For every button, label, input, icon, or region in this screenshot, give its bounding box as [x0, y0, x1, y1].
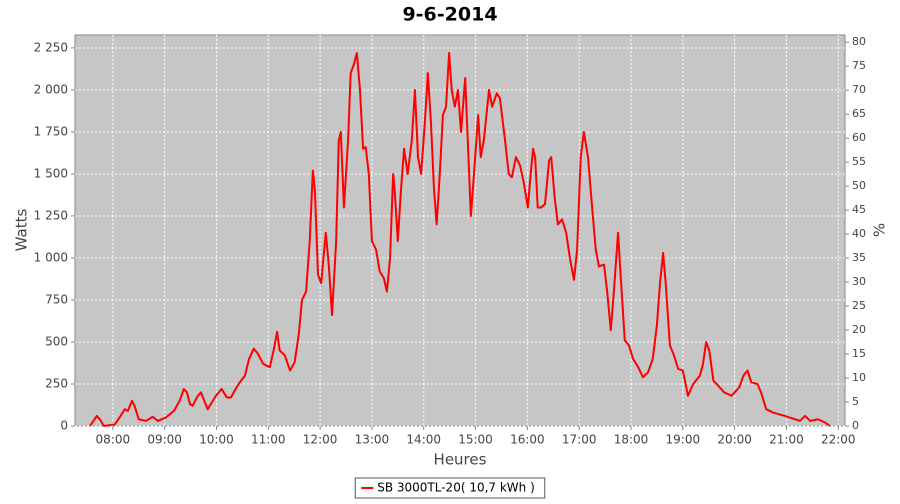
- plot-area: [74, 34, 846, 427]
- y-tick-label: 750: [45, 292, 68, 306]
- x-tick-label: 15:00: [458, 433, 493, 447]
- x-tick-label: 19:00: [666, 433, 701, 447]
- x-tick-label: 08:00: [96, 433, 131, 447]
- line-series: [89, 51, 831, 427]
- x-axis-label: Heures: [434, 451, 487, 469]
- y2-tick-label: 10: [852, 371, 866, 384]
- legend-box: [354, 477, 546, 499]
- legend-label: SB 3000TL-20( 10,7 kWh ): [377, 481, 535, 495]
- x-tick-label: 16:00: [510, 433, 545, 447]
- x-tick-label: 22:00: [821, 433, 856, 447]
- y2-tick-label: 60: [852, 131, 866, 144]
- chart-title: 9-6-2014: [402, 4, 497, 26]
- x-tick-label: 09:00: [147, 433, 182, 447]
- y2-tick-label: 70: [852, 83, 866, 96]
- y-tick-label: 0: [60, 419, 68, 433]
- y-axis-label: Watts: [13, 209, 31, 252]
- x-tick-label: 20:00: [717, 433, 752, 447]
- x-tick-label: 18:00: [614, 433, 649, 447]
- y2-tick-label: 75: [852, 59, 866, 72]
- y2-tick-label: 0: [852, 419, 859, 432]
- y2-tick-label: 40: [852, 227, 866, 240]
- y-tick-label: 1 250: [34, 208, 68, 222]
- y-tick-label: 1 750: [34, 124, 68, 138]
- x-tick-label: 21:00: [769, 433, 804, 447]
- y2-tick-label: 35: [852, 251, 866, 264]
- y2-axis-label: %: [871, 223, 889, 237]
- y-tick-label: 2 000: [34, 82, 68, 96]
- y-tick-label: 250: [45, 376, 68, 390]
- y2-tick-label: 20: [852, 323, 866, 336]
- x-tick-label: 10:00: [199, 433, 234, 447]
- y2-tick-label: 55: [852, 155, 866, 168]
- y2-tick-label: 45: [852, 203, 866, 216]
- y-tick-label: 2 250: [34, 40, 68, 54]
- legend: SB 3000TL-20( 10,7 kWh ): [354, 477, 546, 499]
- y-tick-label: 1 000: [34, 250, 68, 264]
- y-tick-label: 1 500: [34, 166, 68, 180]
- x-tick-label: 12:00: [303, 433, 338, 447]
- y2-tick-label: 65: [852, 107, 866, 120]
- y2-tick-label: 15: [852, 347, 866, 360]
- y2-tick-label: 30: [852, 275, 866, 288]
- y2-tick-label: 5: [852, 395, 859, 408]
- y-tick-label: 500: [45, 334, 68, 348]
- y2-tick-label: 25: [852, 299, 866, 312]
- x-tick-label: 17:00: [562, 433, 597, 447]
- y2-tick-label: 50: [852, 179, 866, 192]
- x-tick-label: 13:00: [355, 433, 390, 447]
- y2-tick-label: 80: [852, 35, 866, 48]
- x-tick-label: 14:00: [406, 433, 441, 447]
- x-tick-label: 11:00: [251, 433, 286, 447]
